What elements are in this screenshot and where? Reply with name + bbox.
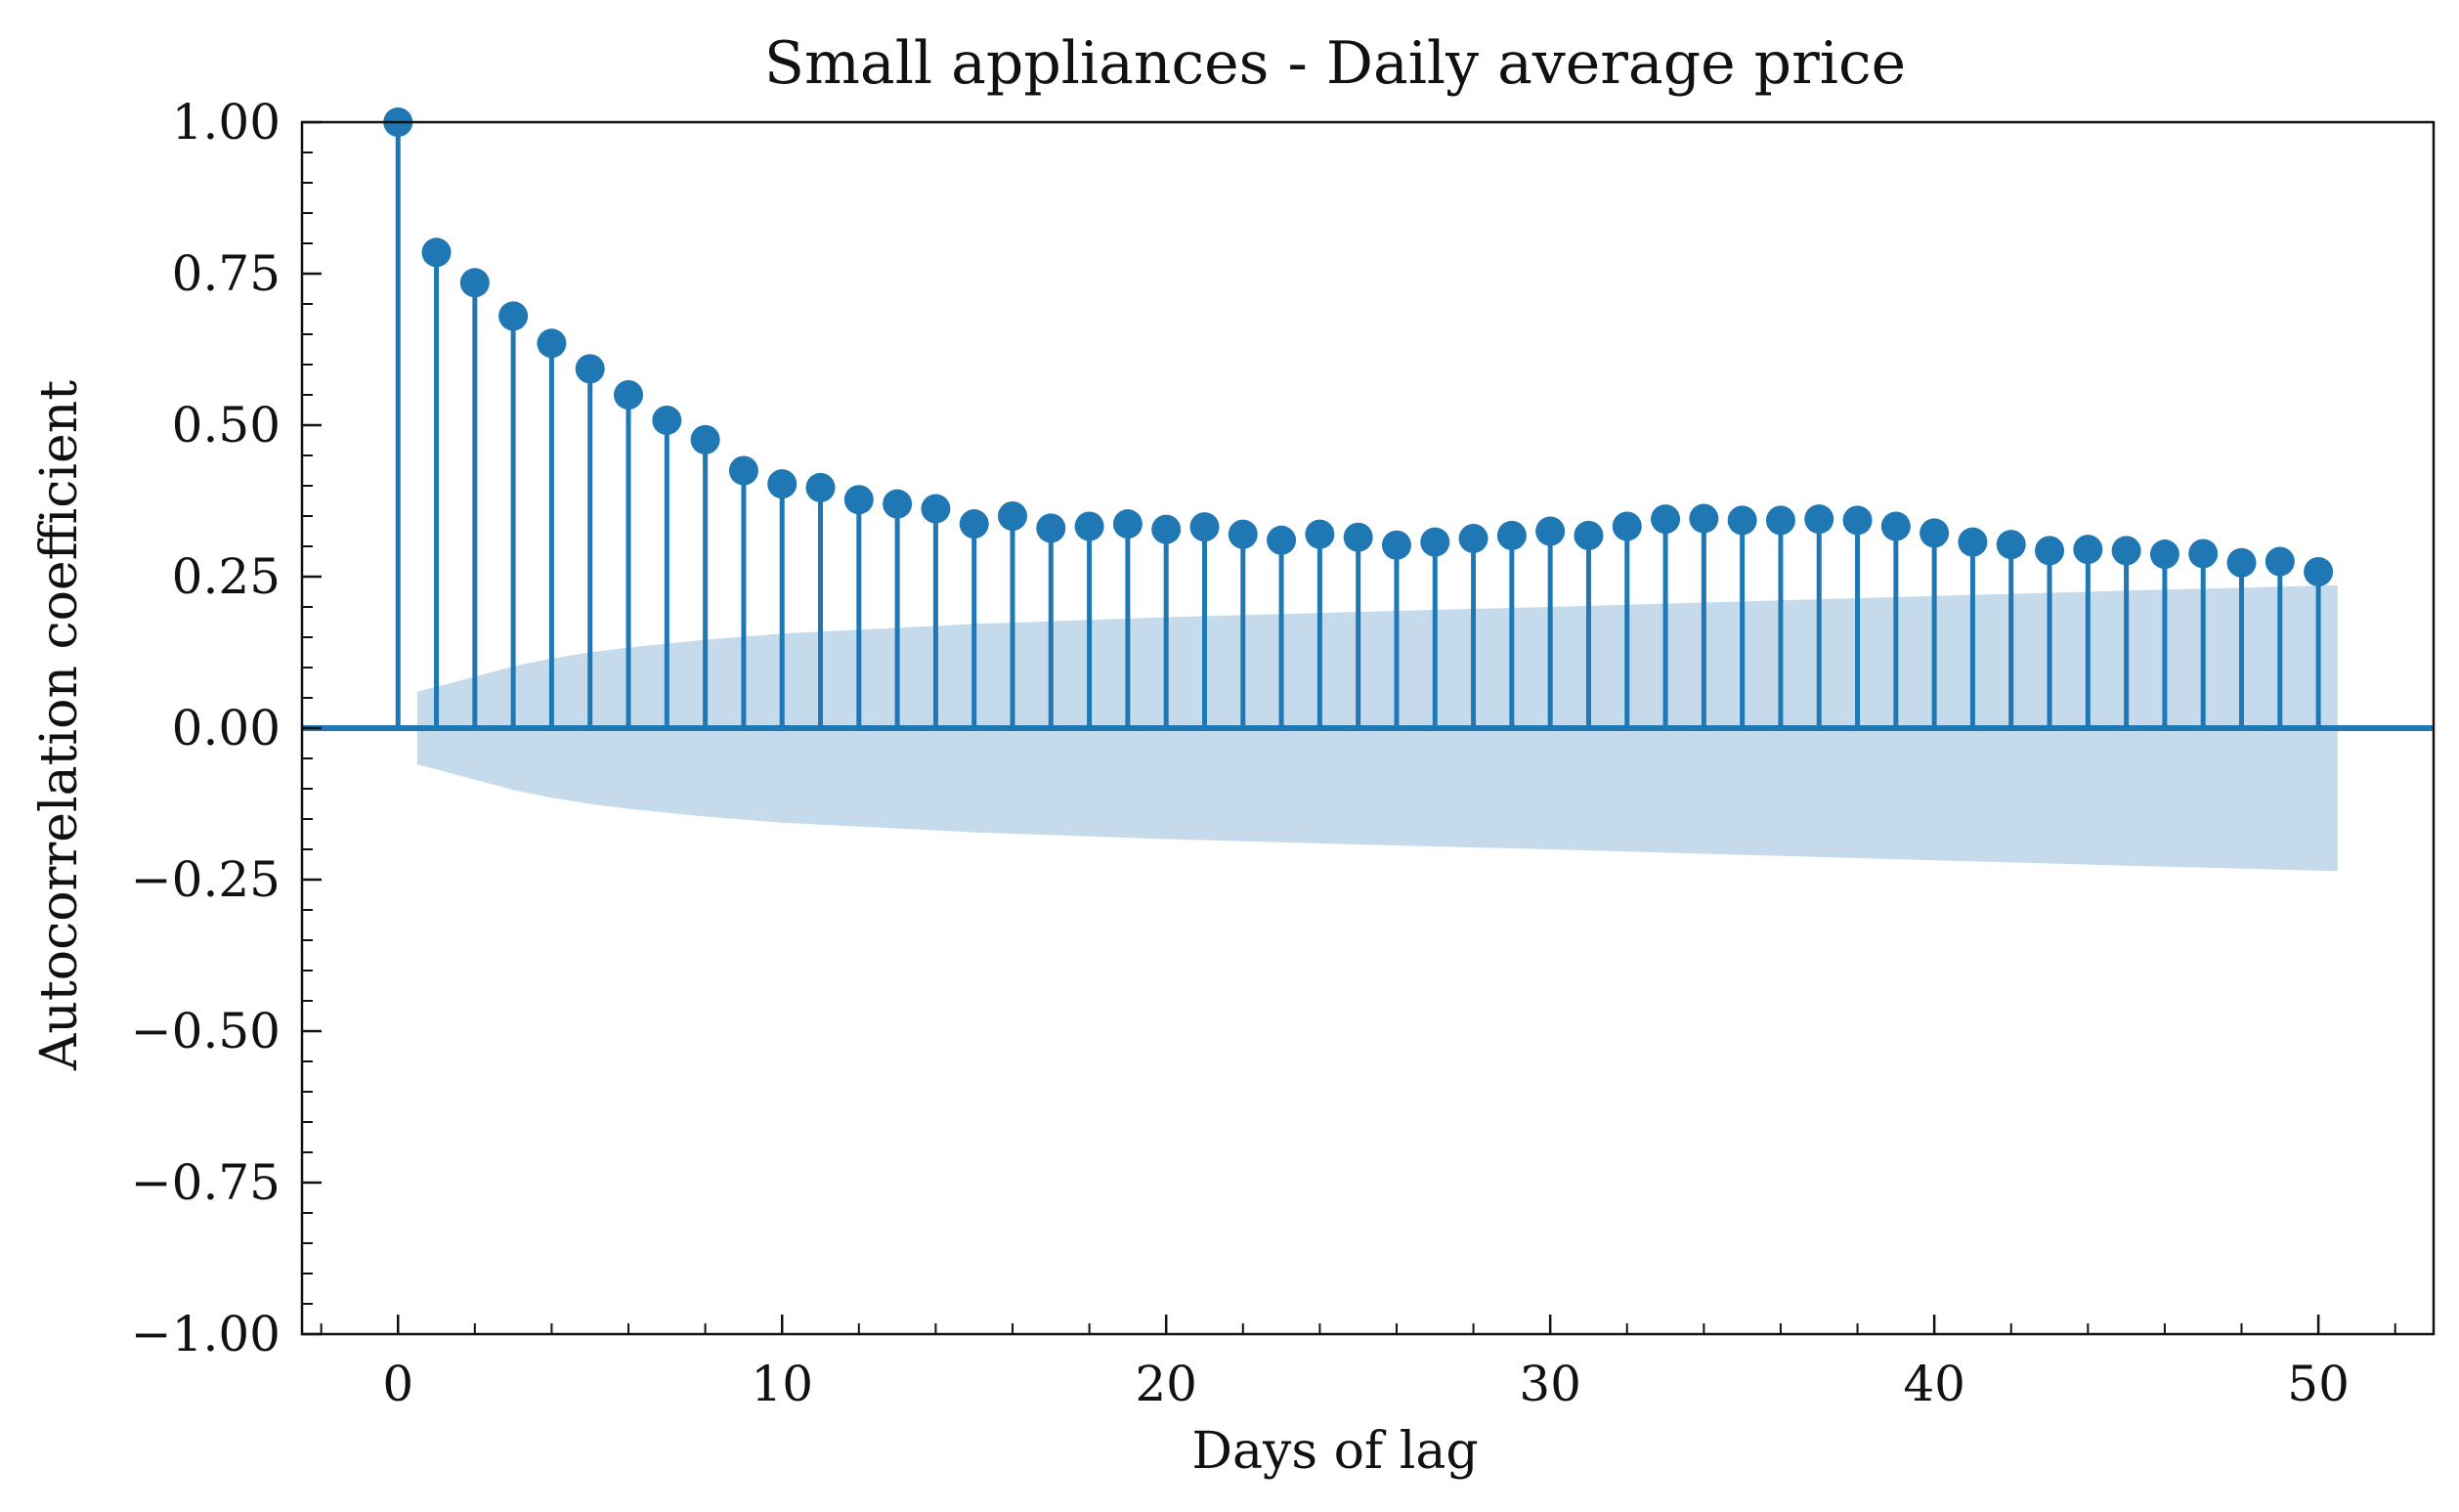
stem-marker-23 [1267, 525, 1297, 555]
stem-marker-44 [2073, 535, 2103, 565]
stem-marker-34 [1689, 503, 1719, 534]
stem-marker-15 [959, 509, 989, 540]
stem-marker-28 [1458, 523, 1488, 553]
stem-marker-25 [1343, 522, 1373, 552]
stem-marker-46 [2149, 540, 2179, 570]
stem-marker-43 [2035, 536, 2065, 566]
stem-marker-42 [1996, 530, 2026, 560]
stem-marker-38 [1842, 505, 1873, 536]
stems-layer [383, 108, 2334, 728]
stem-marker-39 [1880, 511, 1911, 541]
x-tick-label-10: 10 [751, 1356, 813, 1412]
y-tick-label-4: 0.00 [172, 700, 280, 756]
y-tick-label-5: 0.25 [172, 548, 280, 605]
y-tick-label-2: −0.50 [131, 1003, 280, 1059]
stem-marker-13 [883, 489, 913, 519]
stem-marker-11 [805, 472, 836, 502]
stem-marker-40 [1920, 518, 1950, 548]
chart-title: Small appliances - Daily average price [764, 29, 1906, 98]
stem-marker-27 [1420, 527, 1450, 557]
x-tick-label-40: 40 [1903, 1356, 1965, 1412]
y-tick-label-6: 0.50 [172, 397, 280, 454]
stem-marker-7 [652, 406, 682, 436]
stem-marker-9 [728, 455, 758, 486]
stem-marker-37 [1804, 504, 1834, 535]
stem-marker-26 [1381, 530, 1411, 560]
stem-marker-49 [2265, 546, 2295, 577]
stem-marker-21 [1189, 512, 1220, 542]
stem-marker-30 [1535, 516, 1566, 546]
y-tick-label-7: 0.75 [172, 245, 280, 302]
y-tick-label-8: 1.00 [172, 94, 280, 151]
stem-marker-24 [1305, 519, 1335, 549]
stem-marker-14 [921, 494, 951, 524]
y-tick-label-0: −1.00 [131, 1306, 280, 1362]
stem-marker-10 [767, 469, 798, 499]
stem-marker-1 [421, 238, 452, 268]
stem-marker-33 [1651, 504, 1681, 535]
stem-marker-31 [1574, 520, 1604, 550]
stem-marker-6 [614, 380, 644, 410]
stem-marker-17 [1036, 513, 1066, 543]
stem-marker-45 [2111, 536, 2141, 566]
x-tick-label-20: 20 [1135, 1356, 1197, 1412]
x-tick-label-0: 0 [382, 1356, 413, 1412]
stem-marker-16 [998, 501, 1027, 531]
ticks-layer: 0 10 20 30 40 50 −1.00 −0.75 −0.50 −0.25 0.00 0.25 0… [131, 94, 2396, 1412]
stem-marker-3 [498, 301, 529, 331]
stem-marker-20 [1151, 514, 1182, 544]
stem-marker-2 [459, 268, 490, 298]
x-tick-label-50: 50 [2287, 1356, 2350, 1412]
stem-marker-8 [690, 424, 720, 454]
y-axis-label: Autocorrelation coefficient [30, 380, 89, 1071]
stem-marker-19 [1112, 509, 1143, 540]
stem-marker-50 [2304, 557, 2334, 587]
stem-marker-32 [1612, 511, 1642, 541]
stem-marker-48 [2226, 547, 2257, 578]
y-tick-label-3: −0.25 [131, 851, 280, 908]
y-tick-label-1: −0.75 [131, 1154, 280, 1211]
stem-marker-22 [1228, 519, 1258, 549]
stem-marker-41 [1958, 527, 1988, 557]
x-axis-label: Days of lag [1191, 1422, 1478, 1481]
stem-marker-47 [2188, 539, 2219, 569]
stem-marker-35 [1727, 505, 1757, 536]
stem-marker-18 [1074, 511, 1104, 541]
stem-marker-29 [1496, 520, 1527, 550]
stem-marker-4 [537, 328, 567, 359]
stem-marker-5 [575, 354, 605, 384]
stem-marker-12 [843, 485, 874, 515]
stem-marker-36 [1765, 505, 1795, 536]
x-tick-label-30: 30 [1519, 1356, 1581, 1412]
